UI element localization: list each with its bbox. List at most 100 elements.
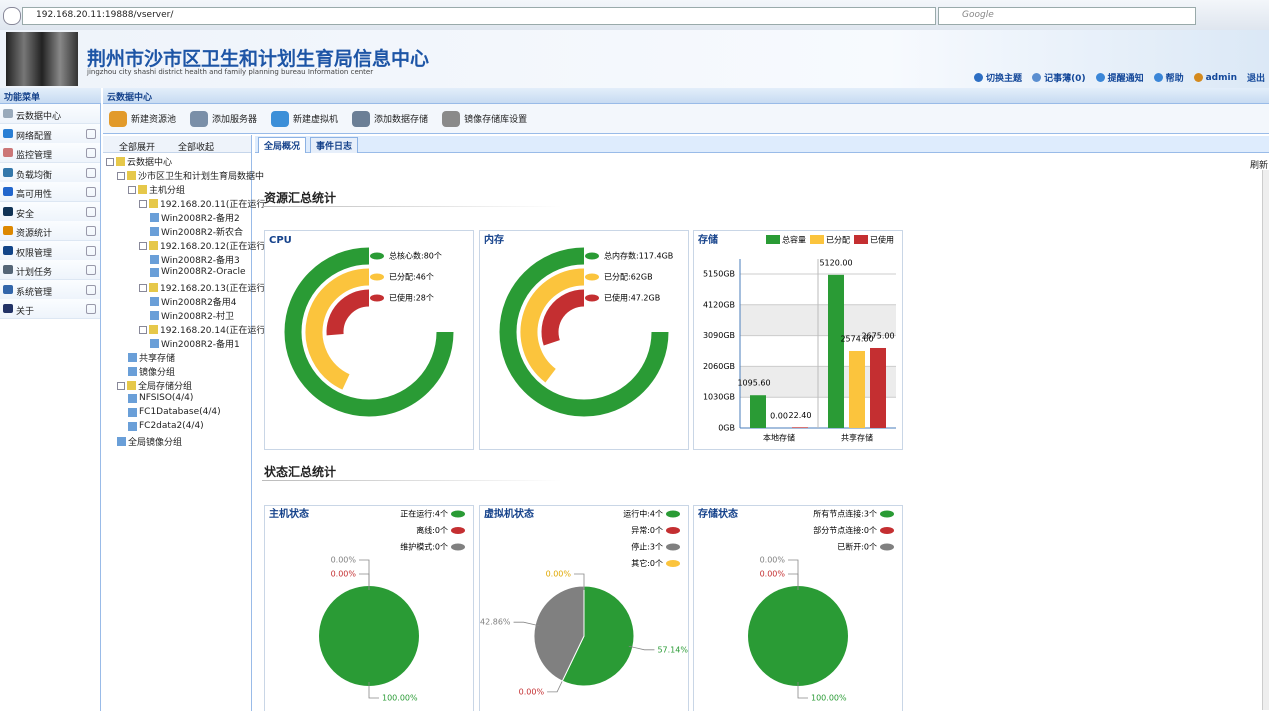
menu: 云数据中心 网络配置 监控管理 负载均衡 高可用性 安全 资源统计 权限管理计划任务系统管理关… bbox=[0, 104, 101, 711]
expander bbox=[86, 128, 96, 139]
link-text: 切换主题 bbox=[986, 74, 1023, 84]
expand-all[interactable]: 全部展开 bbox=[119, 143, 156, 153]
tree-node[interactable]: 主机分组 bbox=[128, 183, 185, 196]
menu-item[interactable]: 权限管理 bbox=[0, 240, 100, 261]
menu-item[interactable]: 负载均衡 bbox=[0, 162, 100, 183]
menu-icon bbox=[3, 206, 13, 216]
address-bar[interactable] bbox=[22, 7, 936, 25]
value-label: 0.00 bbox=[770, 412, 788, 421]
tree-node[interactable]: Win2008R2备用4 bbox=[150, 295, 237, 308]
menu-item[interactable]: 云数据中心 bbox=[0, 104, 100, 124]
tree-node[interactable]: Win2008R2-Oracle bbox=[150, 267, 246, 277]
toolbar-button[interactable]: 新建虚拟机 bbox=[271, 110, 338, 127]
menu-item[interactable]: 安全 bbox=[0, 201, 100, 222]
back-button[interactable] bbox=[3, 7, 21, 25]
tree-node[interactable]: 192.168.20.12(正在运行 bbox=[139, 239, 265, 252]
tree-node[interactable]: Win2008R2-新农合 bbox=[150, 225, 243, 238]
toolbar-button[interactable]: 镜像存储库设置 bbox=[442, 110, 527, 127]
gauge-arc bbox=[499, 247, 669, 417]
menu-item[interactable]: 计划任务 bbox=[0, 260, 100, 280]
legend-icon bbox=[666, 510, 680, 518]
toolbar-label: 新建资源池 bbox=[131, 115, 177, 125]
tree-node[interactable]: 共享存储 bbox=[128, 351, 175, 364]
tree-expander bbox=[139, 283, 147, 292]
tree-icon bbox=[128, 407, 137, 417]
header-link[interactable]: admin bbox=[1193, 71, 1237, 84]
tree-node[interactable]: FC1Database(4/4) bbox=[128, 407, 221, 417]
menu-label: 系统管理 bbox=[16, 287, 53, 298]
tree-node[interactable]: 沙市区卫生和计划生育局数据中 bbox=[117, 169, 264, 182]
tabs: 全局概况 事件日志 bbox=[258, 137, 359, 153]
tree-node[interactable]: Win2008R2-村卫 bbox=[150, 309, 234, 322]
search-engine: Google bbox=[962, 10, 994, 20]
tree-node[interactable]: 云数据中心 bbox=[106, 155, 172, 168]
link-text: 记事薄(0) bbox=[1044, 74, 1086, 84]
tree-icon bbox=[150, 297, 159, 306]
chart-panel: 内存 总内存数:117.4GB 已分配:62GB 已使用:47.2GB bbox=[479, 230, 689, 450]
expander bbox=[86, 265, 96, 275]
tree-node[interactable]: 全局存储分组 bbox=[117, 379, 192, 392]
menu-item[interactable]: 关于 bbox=[0, 299, 100, 319]
tree-label: Win2008R2-村卫 bbox=[161, 312, 235, 322]
tree-node[interactable]: 镜像分组 bbox=[128, 365, 175, 378]
menu-item[interactable]: 网络配置 bbox=[0, 123, 100, 144]
header-link[interactable]: 退出 bbox=[1247, 71, 1265, 84]
collapse-all[interactable]: 全部收起 bbox=[178, 143, 215, 153]
menu-item[interactable]: 资源统计 bbox=[0, 221, 100, 241]
tree-expander bbox=[139, 241, 147, 250]
link-text: admin bbox=[1205, 72, 1237, 83]
menu-item[interactable]: 系统管理 bbox=[0, 279, 100, 300]
percent-label: 0.00% bbox=[546, 570, 572, 579]
legend-swatch bbox=[810, 235, 824, 244]
tree-label: 全局存储分组 bbox=[138, 382, 193, 392]
menu-label: 计划任务 bbox=[16, 268, 53, 278]
tree-node[interactable]: Win2008R2-备用2 bbox=[150, 211, 240, 224]
percent-label: 0.00% bbox=[519, 687, 545, 696]
header-link[interactable]: 提醒通知 bbox=[1095, 71, 1144, 84]
chart-title: 存储 bbox=[698, 233, 718, 246]
percent-label: 0.00% bbox=[760, 556, 786, 565]
tree-node[interactable]: Win2008R2-备用3 bbox=[150, 253, 240, 266]
search-box[interactable] bbox=[938, 7, 1196, 25]
link-icon bbox=[1193, 73, 1203, 82]
tree-node[interactable]: 192.168.20.14(正在运行 bbox=[139, 323, 265, 336]
header-link[interactable]: 帮助 bbox=[1153, 71, 1184, 84]
toolbar-button[interactable]: 添加服务器 bbox=[190, 110, 257, 127]
tree-label: FC1Database(4/4) bbox=[139, 407, 221, 417]
tree-label: Win2008R2-新农合 bbox=[161, 228, 244, 238]
tree-expander bbox=[139, 199, 147, 208]
toolbar-button[interactable]: 添加数据存储 bbox=[352, 110, 428, 127]
menu-item[interactable]: 监控管理 bbox=[0, 143, 100, 163]
expander bbox=[86, 284, 96, 295]
toolbar-button[interactable]: 新建资源池 bbox=[109, 110, 177, 127]
header-link[interactable]: 记事薄(0) bbox=[1032, 71, 1086, 84]
x-tick-label: 共享存储 bbox=[841, 433, 873, 443]
tab[interactable]: 全局概况 bbox=[258, 137, 307, 153]
menu-item[interactable]: 高可用性 bbox=[0, 182, 100, 202]
tree-node[interactable]: Win2008R2-备用1 bbox=[150, 337, 240, 350]
tree-label: 192.168.20.12(正在运行 bbox=[160, 242, 266, 252]
refresh[interactable]: 刷新 bbox=[1250, 161, 1269, 171]
tree-node[interactable]: 全局镜像分组 bbox=[117, 435, 182, 448]
bar bbox=[849, 350, 865, 428]
tree-node[interactable]: 192.168.20.13(正在运行 bbox=[139, 281, 265, 294]
percent-label: 0.00% bbox=[760, 570, 786, 579]
tree-node[interactable]: NFSISO(4/4) bbox=[128, 393, 193, 403]
tree-node[interactable]: 192.168.20.11(正在运行 bbox=[139, 197, 265, 210]
tree-expander bbox=[128, 185, 136, 194]
chart: 存储 总容量 已分配 已使用 0GB 1030GB 2060GB 3090GB 4120GB 51… bbox=[698, 233, 896, 443]
chart-panel: 虚拟机状态 运行中:4个 异常:0个 停止:3个 其它:0个 57.14% 0.00% 42.… bbox=[479, 505, 689, 711]
header-link[interactable]: 切换主题 bbox=[974, 71, 1022, 84]
tree-toolbar bbox=[103, 136, 251, 153]
tab[interactable]: 事件日志 bbox=[310, 137, 359, 153]
tree-label: Win2008R2-备用3 bbox=[161, 256, 240, 266]
menu-title: 功能菜单 bbox=[4, 93, 41, 103]
tree-node[interactable]: FC2data2(4/4) bbox=[128, 421, 204, 431]
percent-label: 42.86% bbox=[480, 618, 511, 627]
tree-label: Win2008R2-Oracle bbox=[161, 267, 246, 277]
menu-icon bbox=[3, 167, 13, 177]
legend-icon bbox=[451, 527, 465, 534]
legend-swatch bbox=[766, 235, 780, 244]
